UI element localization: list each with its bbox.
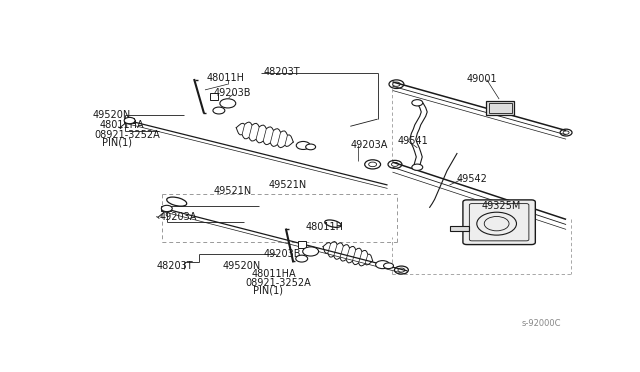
Circle shape	[213, 107, 225, 114]
Text: 49325M: 49325M	[482, 202, 521, 211]
Text: PIN(1): PIN(1)	[253, 285, 283, 295]
Circle shape	[296, 255, 308, 262]
Bar	[449, 226, 469, 231]
Text: 49541: 49541	[397, 136, 428, 145]
Text: 49521N: 49521N	[214, 186, 252, 196]
Text: PIN(1): PIN(1)	[102, 137, 132, 147]
Circle shape	[124, 118, 135, 124]
Bar	[161, 206, 171, 211]
Text: 49520N: 49520N	[223, 261, 261, 271]
Text: 49001: 49001	[467, 74, 497, 84]
Bar	[298, 241, 306, 248]
Text: 49521N: 49521N	[269, 180, 307, 190]
Circle shape	[412, 164, 423, 170]
Circle shape	[383, 263, 394, 269]
Text: 49203A: 49203A	[350, 141, 388, 150]
Text: 49203B: 49203B	[264, 249, 301, 259]
Circle shape	[376, 261, 390, 269]
Bar	[489, 103, 511, 113]
Text: 49520N: 49520N	[92, 110, 131, 120]
Text: 48011HA: 48011HA	[100, 121, 145, 131]
Text: 08921-3252A: 08921-3252A	[245, 278, 311, 288]
Text: s-92000C: s-92000C	[522, 318, 561, 328]
Text: 48203T: 48203T	[264, 67, 300, 77]
Text: 49203A: 49203A	[159, 212, 196, 222]
Circle shape	[296, 141, 310, 150]
Text: 49203B: 49203B	[214, 88, 252, 98]
Text: 48011HA: 48011HA	[251, 269, 296, 279]
Bar	[210, 93, 218, 100]
Circle shape	[303, 247, 319, 256]
Text: 48011H: 48011H	[306, 222, 344, 232]
Circle shape	[220, 99, 236, 108]
Bar	[124, 118, 134, 123]
Circle shape	[412, 100, 423, 106]
Bar	[486, 101, 515, 115]
FancyBboxPatch shape	[463, 200, 535, 244]
Text: 48011H: 48011H	[207, 73, 244, 83]
Text: 08921-3252A: 08921-3252A	[94, 129, 159, 140]
Circle shape	[306, 144, 316, 150]
Circle shape	[161, 205, 172, 212]
Text: 48203T: 48203T	[157, 261, 193, 271]
Text: 49542: 49542	[457, 174, 488, 184]
